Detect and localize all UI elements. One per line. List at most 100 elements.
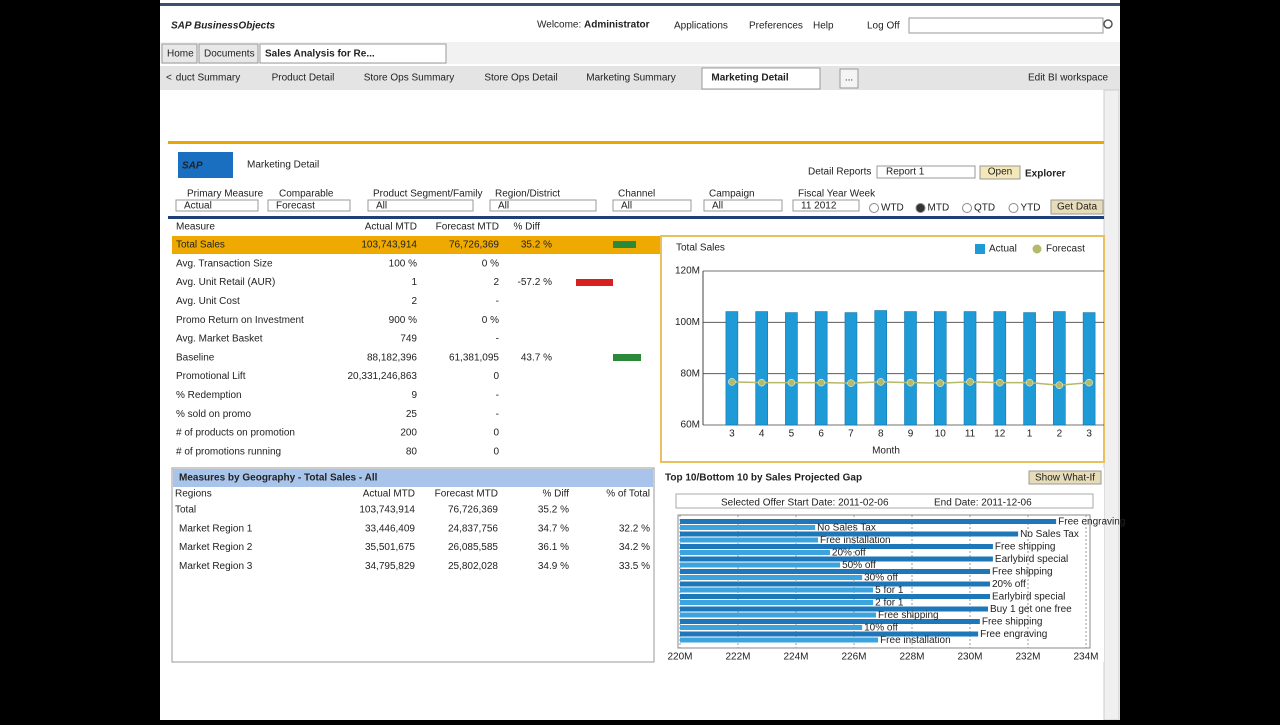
filter-select[interactable] — [612, 199, 692, 212]
gap-bar — [680, 550, 830, 555]
report-value[interactable]: Report 1 — [886, 167, 925, 178]
tab[interactable] — [259, 43, 447, 64]
search-box[interactable] — [908, 17, 1104, 34]
report-select[interactable] — [876, 165, 976, 179]
tab-label[interactable]: Home — [167, 49, 194, 60]
cell: 76,726,369 — [449, 240, 499, 251]
subtab[interactable]: Store Ops Summary — [364, 73, 455, 84]
radio[interactable] — [1008, 203, 1019, 213]
filter-select[interactable] — [267, 199, 351, 212]
sap-logo: SAP — [182, 161, 203, 172]
gold-rule — [168, 141, 1104, 144]
bar — [755, 311, 768, 426]
open-button[interactable] — [979, 165, 1021, 180]
subtab[interactable]: Product Detail — [272, 73, 335, 84]
filter-value[interactable]: All — [498, 201, 509, 212]
what-if-label[interactable]: Show What-If — [1035, 473, 1095, 484]
menu-item[interactable]: Help — [813, 21, 834, 32]
subtab[interactable]: Marketing Summary — [586, 73, 675, 84]
bar-label: Free shipping — [982, 617, 1043, 628]
what-if-button[interactable] — [1028, 470, 1102, 485]
geo-panel — [171, 467, 655, 663]
radio-label[interactable]: WTD — [881, 203, 904, 214]
filter-select[interactable] — [367, 199, 474, 212]
gap-bar — [680, 519, 1057, 524]
x-tick-label: 11 — [965, 429, 976, 440]
column-header: % of Total — [606, 489, 650, 500]
filter-select[interactable] — [175, 199, 259, 212]
cell: 1 — [411, 277, 417, 288]
gap-bar — [680, 531, 1019, 537]
radio[interactable] — [962, 203, 972, 213]
menu-item[interactable]: Preferences — [749, 21, 803, 32]
y-tick-label: 100M — [675, 317, 700, 328]
bar-label: Earlybird special — [992, 592, 1065, 603]
tab[interactable] — [198, 43, 259, 64]
menu-item[interactable]: Log Off — [867, 21, 900, 32]
more-button[interactable] — [839, 68, 859, 89]
filter-select[interactable] — [792, 199, 860, 212]
cell: 34,795,829 — [365, 561, 415, 572]
radio[interactable] — [915, 203, 926, 213]
gap-bar — [680, 544, 993, 549]
radio-label[interactable]: QTD — [974, 203, 995, 214]
cell: 103,743,914 — [359, 505, 415, 516]
filter-label: Fiscal Year Week — [798, 189, 876, 200]
filter-value[interactable]: 11 2012 — [801, 201, 837, 212]
column-header: Measure — [176, 222, 215, 233]
get-data-button[interactable] — [1050, 199, 1104, 215]
cell: 25 — [406, 409, 418, 420]
radio-label[interactable]: MTD — [928, 203, 950, 214]
cell: 100 % — [389, 258, 417, 269]
filter-value[interactable]: All — [712, 201, 723, 212]
gap-bar — [680, 600, 874, 605]
cell: Avg. Market Basket — [176, 334, 263, 345]
open-label[interactable]: Open — [988, 167, 1012, 178]
cell: 103,743,914 — [361, 240, 417, 251]
detail-label: Detail Reports — [808, 167, 871, 178]
scroll-left[interactable]: < — [166, 73, 172, 84]
filter-select[interactable] — [489, 199, 597, 212]
edit-workspace[interactable]: Edit BI workspace — [1028, 73, 1108, 84]
x-tick-label: 224M — [783, 652, 808, 663]
bar-label: No Sales Tax — [1020, 529, 1079, 540]
cell: Market Region 2 — [179, 542, 253, 553]
filter-value[interactable]: Forecast — [276, 201, 315, 212]
cell: Promotional Lift — [176, 371, 246, 382]
x-tick-label: 3 — [1086, 429, 1092, 440]
filter-value[interactable]: All — [376, 201, 387, 212]
x-tick-label: 232M — [1015, 652, 1040, 663]
get-data[interactable]: Get Data — [1057, 202, 1097, 213]
gap-bar — [680, 631, 979, 637]
radio[interactable] — [869, 203, 879, 213]
cell: 20,331,246,863 — [347, 371, 417, 382]
subtab[interactable]: Marketing Detail — [711, 73, 788, 84]
x-tick-label: 12 — [994, 429, 1006, 440]
filter-select[interactable] — [703, 199, 783, 212]
subtab[interactable]: Store Ops Detail — [484, 73, 557, 84]
tab-label[interactable]: Documents — [204, 49, 255, 60]
forecast-point — [996, 378, 1004, 387]
subtab[interactable]: duct Summary — [176, 73, 240, 84]
cell: 34.7 % — [538, 523, 569, 534]
bar-label: 30% off — [864, 573, 898, 584]
bar — [933, 311, 947, 426]
y-tick-label: 60M — [681, 420, 700, 431]
filter-label: Channel — [618, 189, 655, 200]
filter-value[interactable]: All — [621, 201, 632, 212]
tab[interactable] — [161, 43, 198, 64]
row-highlight — [172, 236, 660, 254]
tab-label[interactable]: Sales Analysis for Re... — [265, 49, 375, 60]
scrollbar[interactable] — [1103, 89, 1120, 721]
bar-label: No Sales Tax — [817, 523, 876, 534]
cell: -57.2 % — [518, 277, 553, 288]
subtab-active[interactable] — [701, 67, 821, 90]
x-tick-label: 3 — [729, 429, 735, 440]
search-icon[interactable] — [1103, 19, 1113, 29]
menu-item[interactable]: Applications — [674, 21, 728, 32]
blue-rule — [168, 216, 1104, 219]
more[interactable]: ... — [845, 73, 853, 84]
radio-label[interactable]: YTD — [1021, 203, 1041, 214]
filter-value[interactable]: Actual — [184, 201, 212, 212]
cell: 61,381,095 — [449, 352, 499, 363]
